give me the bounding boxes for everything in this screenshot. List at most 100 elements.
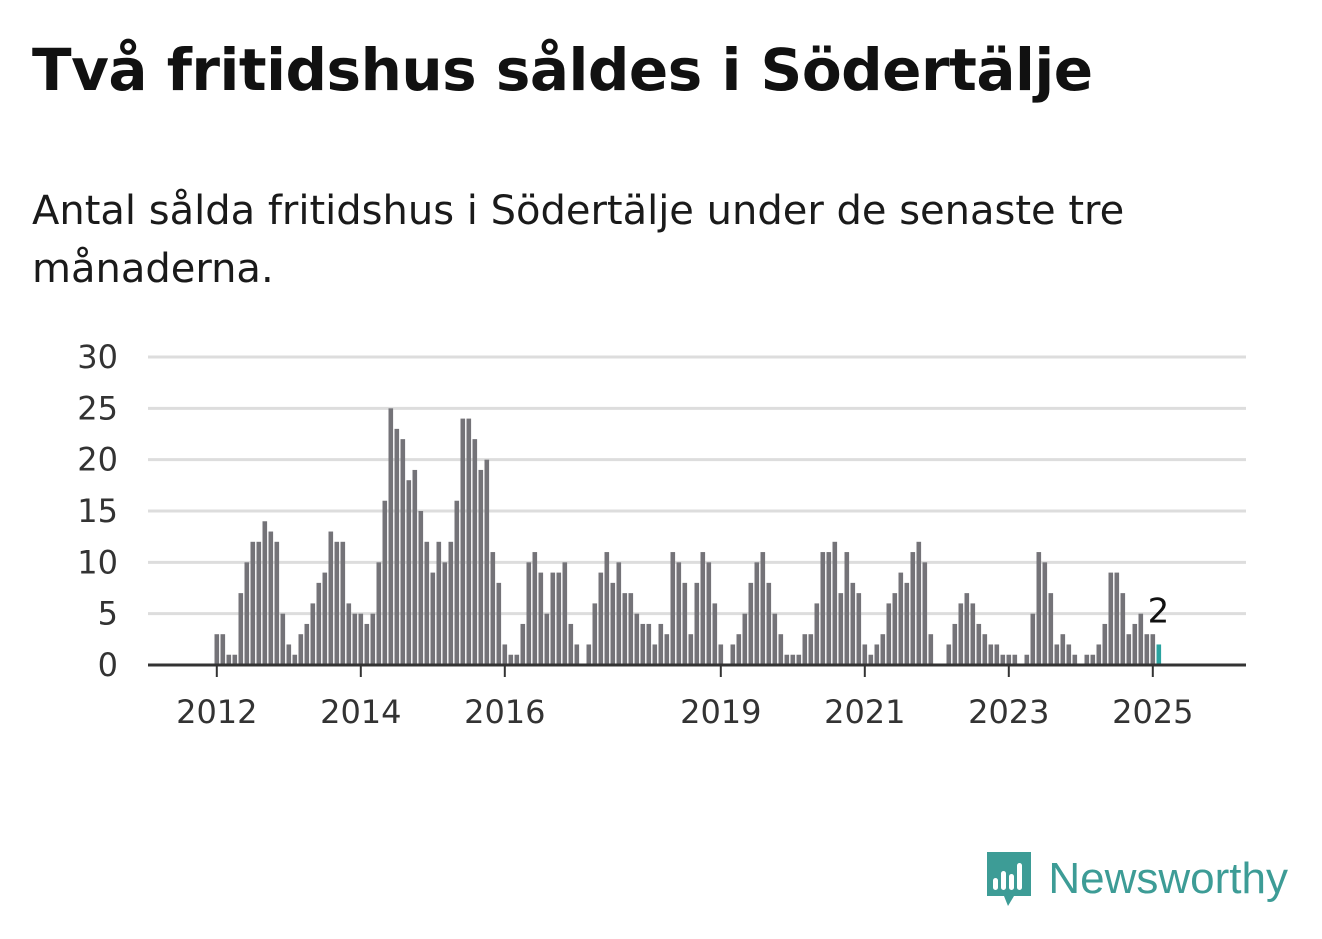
bar (880, 634, 886, 665)
y-axis-ticks: 0 5 10 15 20 25 30 (77, 338, 118, 684)
bar (802, 634, 808, 665)
bar (988, 644, 994, 665)
bar (850, 582, 856, 665)
bar (466, 418, 472, 665)
bar (352, 613, 358, 665)
bar (916, 541, 922, 665)
bar (1150, 634, 1156, 665)
bar (646, 623, 652, 665)
bar (694, 582, 700, 665)
bar (1012, 654, 1018, 665)
bar (1102, 623, 1108, 665)
bar (772, 613, 778, 665)
bar (742, 613, 748, 665)
bar (994, 644, 1000, 665)
bar (262, 521, 268, 665)
bar (448, 541, 454, 665)
bar (820, 552, 826, 665)
bar (862, 644, 868, 665)
bar (340, 541, 346, 665)
bar (760, 552, 766, 665)
bar (214, 634, 220, 665)
bar (736, 634, 742, 665)
bar (268, 531, 274, 665)
bar (310, 603, 316, 665)
y-tick-label: 25 (77, 389, 118, 427)
bar (1024, 654, 1030, 665)
bar (952, 623, 958, 665)
bar (490, 552, 496, 665)
bar (652, 644, 658, 665)
bar (280, 613, 286, 665)
bar (958, 603, 964, 665)
bar (316, 582, 322, 665)
bar (976, 623, 982, 665)
bar (346, 603, 352, 665)
bar (232, 654, 238, 665)
bar (892, 593, 898, 665)
bar (808, 634, 814, 665)
bar (1054, 644, 1060, 665)
x-tick-label: 2016 (464, 693, 545, 731)
bar (334, 541, 340, 665)
bar (436, 541, 442, 665)
bar (1048, 593, 1054, 665)
bar (556, 572, 562, 665)
bar (502, 644, 508, 665)
bar (1066, 644, 1072, 665)
bar (886, 603, 892, 665)
chart-subtitle: Antal sålda fritidshus i Södertälje unde… (32, 188, 1125, 292)
bar (622, 593, 628, 665)
bar (778, 634, 784, 665)
bar (406, 480, 412, 665)
bar (1030, 613, 1036, 665)
bar (634, 613, 640, 665)
bar (244, 562, 250, 665)
bar (430, 572, 436, 665)
bar (670, 552, 676, 665)
bar (1144, 634, 1150, 665)
newsworthy-logo-icon (987, 852, 1032, 906)
latest-bar (1156, 644, 1162, 665)
bar (910, 552, 916, 665)
bar (826, 552, 832, 665)
bar (790, 654, 796, 665)
bar (394, 428, 400, 665)
bar (712, 603, 718, 665)
bar (946, 644, 952, 665)
bar (982, 634, 988, 665)
bar (532, 552, 538, 665)
bar (1072, 654, 1078, 665)
page-title: Två fritidshus såldes i Södertälje (32, 36, 1093, 104)
bar (412, 469, 418, 665)
bar (730, 644, 736, 665)
bar (328, 531, 334, 665)
bar (220, 634, 226, 665)
bar (1006, 654, 1012, 665)
bar (616, 562, 622, 665)
newsworthy-brand: Newsworthy (984, 849, 1288, 909)
y-tick-label: 30 (77, 338, 118, 376)
bar (610, 582, 616, 665)
brand-name: Newsworthy (1048, 854, 1288, 903)
bar (418, 511, 424, 665)
bar (472, 439, 478, 665)
bar (814, 603, 820, 665)
bar (1132, 623, 1138, 665)
bar (676, 562, 682, 665)
bar (526, 562, 532, 665)
bar (628, 593, 634, 665)
bar (922, 562, 928, 665)
bar (700, 552, 706, 665)
bar (1060, 634, 1066, 665)
y-tick-label: 20 (77, 441, 118, 479)
y-tick-label: 10 (77, 543, 118, 581)
bar (664, 634, 670, 665)
x-tick-label: 2014 (320, 693, 401, 731)
x-tick-label: 2025 (1112, 693, 1193, 731)
bar (856, 593, 862, 665)
bar (766, 582, 772, 665)
bar (688, 634, 694, 665)
bar (304, 623, 310, 665)
bar (748, 582, 754, 665)
